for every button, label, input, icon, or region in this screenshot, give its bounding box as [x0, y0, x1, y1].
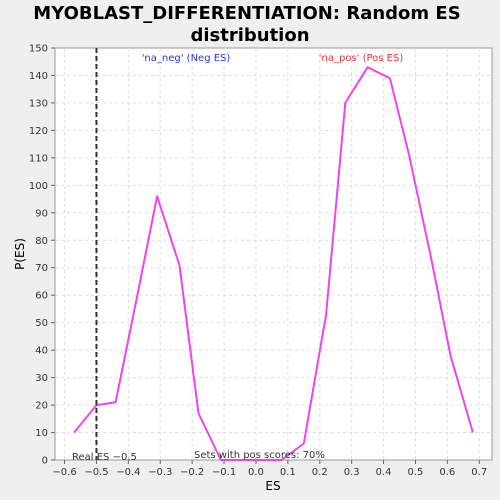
y-axis-ticks: 0 10 20 30 40 50 60 70 80 90 100 110 120 130 140 150 — [29, 44, 55, 467]
x-tick-label: 0.2 — [312, 467, 328, 478]
x-tick-label: −0.2 — [180, 467, 204, 478]
x-tick-label: −0.6 — [52, 467, 76, 478]
y-tick-label: 0 — [42, 456, 48, 467]
y-tick-label: 30 — [35, 373, 48, 384]
y-tick-label: 100 — [29, 181, 48, 192]
y-tick-label: 80 — [35, 236, 48, 247]
y-axis-label: P(ES) — [13, 238, 27, 270]
neg-es-label: 'na_neg' (Neg ES) — [142, 53, 231, 64]
plot-area — [54, 47, 493, 461]
y-tick-label: 140 — [29, 71, 48, 82]
x-tick-label: 0.4 — [376, 467, 392, 478]
chart-title-line-2: distribution — [190, 25, 309, 46]
y-tick-label: 70 — [35, 263, 48, 274]
y-tick-label: 120 — [29, 126, 48, 137]
x-tick-label: −0.4 — [116, 467, 140, 478]
x-tick-label: 0.7 — [471, 467, 487, 478]
chart-title-line-1: MYOBLAST_DIFFERENTIATION: Random ES — [33, 3, 460, 24]
pos-es-label: 'na_pos' (Pos ES) — [319, 53, 404, 64]
y-tick-label: 130 — [29, 98, 48, 109]
x-axis-ticks: −0.6 −0.5 −0.4 −0.3 −0.2 −0.1 0.0 0.1 0.2 0.3 0.4 0… — [52, 460, 487, 478]
y-tick-label: 50 — [35, 318, 48, 329]
y-tick-label: 60 — [35, 291, 48, 302]
y-tick-label: 10 — [35, 428, 48, 439]
x-tick-label: 0.6 — [439, 467, 455, 478]
y-tick-label: 150 — [29, 44, 48, 55]
x-tick-label: 0.0 — [248, 467, 264, 478]
x-tick-label: 0.1 — [280, 467, 296, 478]
y-tick-label: 40 — [35, 346, 48, 357]
x-tick-label: 0.5 — [407, 467, 423, 478]
real-es-label: Real ES −0.5 — [72, 452, 137, 463]
x-axis-label: ES — [265, 479, 280, 493]
x-tick-label: 0.3 — [344, 467, 360, 478]
series-layer — [73, 66, 474, 461]
x-tick-label: −0.1 — [212, 467, 236, 478]
y-tick-label: 90 — [35, 208, 48, 219]
es-series-line — [73, 66, 474, 461]
x-tick-label: −0.5 — [84, 467, 108, 478]
x-tick-label: −0.3 — [148, 467, 172, 478]
y-tick-label: 110 — [29, 153, 48, 164]
y-tick-label: 20 — [35, 401, 48, 412]
sets-pos-scores-label: Sets with pos scores: 70% — [194, 450, 325, 461]
grid — [55, 48, 492, 460]
